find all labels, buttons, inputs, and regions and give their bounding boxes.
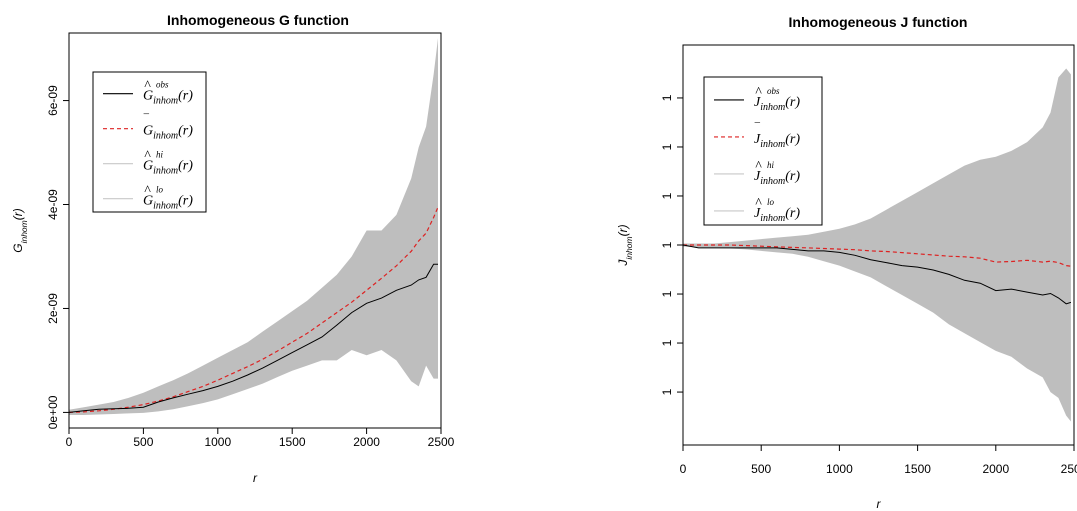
- legend-label: Ginhom(r): [143, 159, 193, 177]
- x-tick-label: 1000: [826, 462, 853, 476]
- legend-accent: ‾: [143, 113, 150, 129]
- y-tick-label: 1: [660, 94, 674, 101]
- legend-label: Jinhom(r): [754, 95, 800, 113]
- series-theo-g: [68, 206, 439, 413]
- y-tick-label: 1: [660, 241, 674, 248]
- y-axis-label-j: Jinhom(r): [616, 224, 634, 266]
- legend-entry-theo: Ginhom(r)‾: [103, 113, 193, 142]
- x-tick-label: 2000: [353, 435, 380, 449]
- legend-superscript: obs: [767, 86, 780, 96]
- legend-entry-hi: Jinhom(r)^ hi: [714, 159, 800, 187]
- y-tick-label: 2e-09: [46, 293, 60, 324]
- legend-label: Jinhom(r): [754, 132, 800, 150]
- legend-accent: ^: [144, 184, 151, 199]
- chart-panel-g: Inhomogeneous G function 0 500 1000 1500 2000…: [11, 12, 455, 485]
- legend-label: Ginhom(r): [143, 89, 193, 107]
- legend-superscript: obs: [156, 80, 169, 90]
- envelope-band-g: [69, 38, 438, 415]
- legend-accent: ^: [755, 85, 762, 100]
- legend-entry-hi: Ginhom(r)^ hi: [103, 149, 193, 177]
- x-tick-label: 2000: [982, 462, 1009, 476]
- x-tick-label: 500: [751, 462, 771, 476]
- x-tick-label: 0: [66, 435, 73, 449]
- legend-entry-obs: Ginhom(r)^ obs: [103, 79, 193, 107]
- y-tick-label: 1: [660, 388, 674, 395]
- envelope-band-j: [683, 68, 1071, 422]
- legend-superscript: lo: [767, 197, 775, 207]
- legend-label: Jinhom(r): [754, 206, 800, 224]
- y-tick-label: 1: [660, 339, 674, 346]
- x-tick-label: 1500: [279, 435, 306, 449]
- legend-superscript: lo: [156, 185, 164, 195]
- legend-label: Ginhom(r): [143, 124, 193, 142]
- series-obs-j: [682, 244, 1072, 305]
- x-tick-label: 2500: [1061, 462, 1077, 476]
- y-tick-label: 6e-09: [46, 85, 60, 116]
- legend-entry-theo: Jinhom(r)‾: [714, 121, 800, 150]
- y-tick-label: 4e-09: [46, 189, 60, 220]
- legend-superscript: hi: [767, 160, 775, 170]
- y-axis-label-g: Ginhom(r): [11, 208, 29, 253]
- legend-accent: ^: [755, 196, 762, 211]
- legend-accent: ^: [755, 159, 762, 174]
- legend-accent: ^: [144, 79, 151, 94]
- x-tick-label: 1000: [204, 435, 231, 449]
- legend-box: [703, 76, 823, 226]
- y-tick-label: 1: [660, 290, 674, 297]
- chart-title-g: Inhomogeneous G function: [167, 12, 349, 28]
- chart-panel-j: Inhomogeneous J function 0 500 1000 1500 2000…: [616, 14, 1077, 511]
- legend-accent: ^: [144, 149, 151, 164]
- y-tick-label: 1: [660, 143, 674, 150]
- plot-frame-g: [68, 32, 442, 429]
- x-tick-label: 2500: [428, 435, 455, 449]
- legend-superscript: hi: [156, 150, 164, 160]
- legend-box: [92, 71, 207, 213]
- legend-entry-lo: Ginhom(r)^ lo: [103, 184, 193, 212]
- series-theo-j: [683, 244, 1071, 267]
- legend-label: Jinhom(r): [754, 169, 800, 187]
- legend-accent: ‾: [754, 121, 761, 137]
- legend-label: Ginhom(r): [143, 194, 193, 212]
- legend-entry-obs: Jinhom(r)^ obs: [714, 85, 800, 113]
- x-axis-label-g: r: [253, 471, 258, 485]
- x-axis-label-j: r: [877, 497, 882, 511]
- x-tick-label: 1500: [904, 462, 931, 476]
- y-tick-label: 0e+00: [46, 395, 60, 429]
- y-tick-label: 1: [660, 192, 674, 199]
- legend-entry-lo: Jinhom(r)^ lo: [714, 196, 800, 224]
- series-obs-g: [68, 263, 438, 413]
- chart-title-j: Inhomogeneous J function: [789, 14, 968, 30]
- x-tick-label: 0: [680, 462, 687, 476]
- x-tick-label: 500: [133, 435, 153, 449]
